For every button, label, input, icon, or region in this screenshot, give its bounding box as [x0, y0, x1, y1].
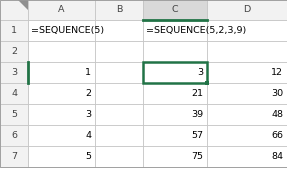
Bar [28, 125, 95, 146]
Bar [95, 104, 143, 125]
Bar [28, 83, 95, 104]
Bar [143, 20, 207, 41]
Bar [207, 20, 287, 41]
Text: 57: 57 [191, 131, 203, 140]
Text: 4: 4 [11, 89, 17, 98]
Text: 1: 1 [11, 26, 17, 35]
Bar [207, 41, 287, 62]
Text: 2: 2 [85, 89, 91, 98]
Bar [0, 20, 28, 41]
Bar [95, 20, 143, 41]
Text: C: C [172, 5, 178, 15]
Bar [0, 83, 28, 104]
Text: 1: 1 [85, 68, 91, 77]
Bar [207, 0, 287, 20]
Bar [95, 0, 143, 20]
Bar [95, 41, 143, 62]
Bar [0, 62, 28, 83]
Bar [28, 41, 95, 62]
Bar [28, 20, 95, 41]
Text: B: B [116, 5, 122, 15]
Text: 7: 7 [11, 152, 17, 161]
Bar [28, 146, 95, 167]
Bar [28, 62, 95, 83]
Bar [95, 62, 143, 83]
Text: =SEQUENCE(5): =SEQUENCE(5) [31, 26, 104, 35]
Text: 6: 6 [11, 131, 17, 140]
Text: A: A [58, 5, 65, 15]
Text: 5: 5 [11, 110, 17, 119]
Polygon shape [18, 0, 28, 10]
Bar [207, 62, 287, 83]
Text: 4: 4 [85, 131, 91, 140]
Bar [95, 146, 143, 167]
Bar [143, 62, 207, 83]
Bar [0, 125, 28, 146]
Bar [205, 81, 209, 85]
Bar [143, 62, 207, 83]
Bar [28, 0, 95, 20]
Text: =SEQUENCE(5,2,3,9): =SEQUENCE(5,2,3,9) [146, 26, 246, 35]
Text: 12: 12 [271, 68, 283, 77]
Bar [0, 146, 28, 167]
Text: 30: 30 [271, 89, 283, 98]
Text: 5: 5 [85, 152, 91, 161]
Bar [0, 0, 28, 20]
Bar [143, 125, 207, 146]
Text: 3: 3 [85, 110, 91, 119]
Bar [143, 41, 207, 62]
Bar [143, 104, 207, 125]
Text: 3: 3 [11, 68, 17, 77]
Bar [95, 125, 143, 146]
Text: 75: 75 [191, 152, 203, 161]
Text: 48: 48 [271, 110, 283, 119]
Bar [143, 146, 207, 167]
Bar [143, 0, 207, 20]
Bar [143, 83, 207, 104]
Bar [0, 41, 28, 62]
Bar [207, 146, 287, 167]
Bar [95, 83, 143, 104]
Text: 3: 3 [197, 68, 203, 77]
Text: 2: 2 [11, 47, 17, 56]
Text: 84: 84 [271, 152, 283, 161]
Bar [207, 125, 287, 146]
Text: D: D [243, 5, 251, 15]
Text: 66: 66 [271, 131, 283, 140]
Bar [207, 104, 287, 125]
Bar [0, 104, 28, 125]
Text: 21: 21 [191, 89, 203, 98]
Bar [207, 83, 287, 104]
Bar [28, 104, 95, 125]
Text: 39: 39 [191, 110, 203, 119]
